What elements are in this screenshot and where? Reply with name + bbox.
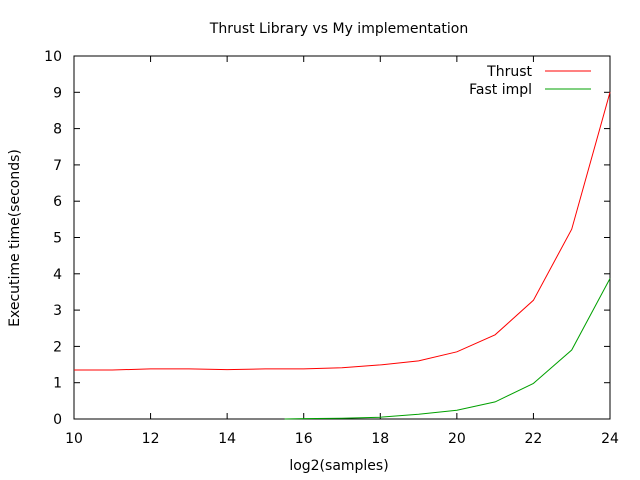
x-tick-label: 12	[142, 431, 160, 447]
y-tick-label: 0	[53, 412, 62, 428]
x-axis: 10 12 14 16 18 20 22 24	[65, 56, 619, 447]
plot-area-frame	[73, 55, 611, 420]
y-axis-label: Executime time(seconds)	[7, 149, 23, 327]
y-tick-label: 7	[53, 158, 62, 174]
y-tick-label: 4	[53, 267, 62, 283]
x-tick-label: 24	[601, 431, 619, 447]
y-tick-label: 3	[53, 303, 62, 319]
x-axis-label: log2(samples)	[289, 458, 388, 474]
series-line-1	[284, 278, 611, 420]
series-line-0	[74, 92, 611, 371]
chart-title: Thrust Library vs My implementation	[209, 21, 468, 37]
legend: Thrust Fast impl	[469, 64, 591, 98]
legend-label: Thrust	[486, 64, 532, 80]
x-tick-label: 10	[65, 431, 83, 447]
x-tick-label: 14	[218, 431, 236, 447]
y-tick-label: 1	[53, 376, 62, 392]
y-tick-label: 5	[53, 231, 62, 247]
legend-label: Fast impl	[469, 82, 532, 98]
x-tick-label: 22	[525, 431, 543, 447]
x-tick-label: 20	[448, 431, 466, 447]
x-tick-label: 16	[295, 431, 313, 447]
y-tick-label: 10	[44, 49, 62, 65]
series-layer	[74, 92, 611, 420]
y-tick-label: 9	[53, 85, 62, 101]
y-tick-label: 8	[53, 122, 62, 138]
x-tick-label: 18	[371, 431, 389, 447]
y-tick-label: 6	[53, 194, 62, 210]
y-axis: 0 1 2 3 4 5 6 7 8 9 10	[44, 49, 610, 428]
y-tick-label: 2	[53, 339, 62, 355]
